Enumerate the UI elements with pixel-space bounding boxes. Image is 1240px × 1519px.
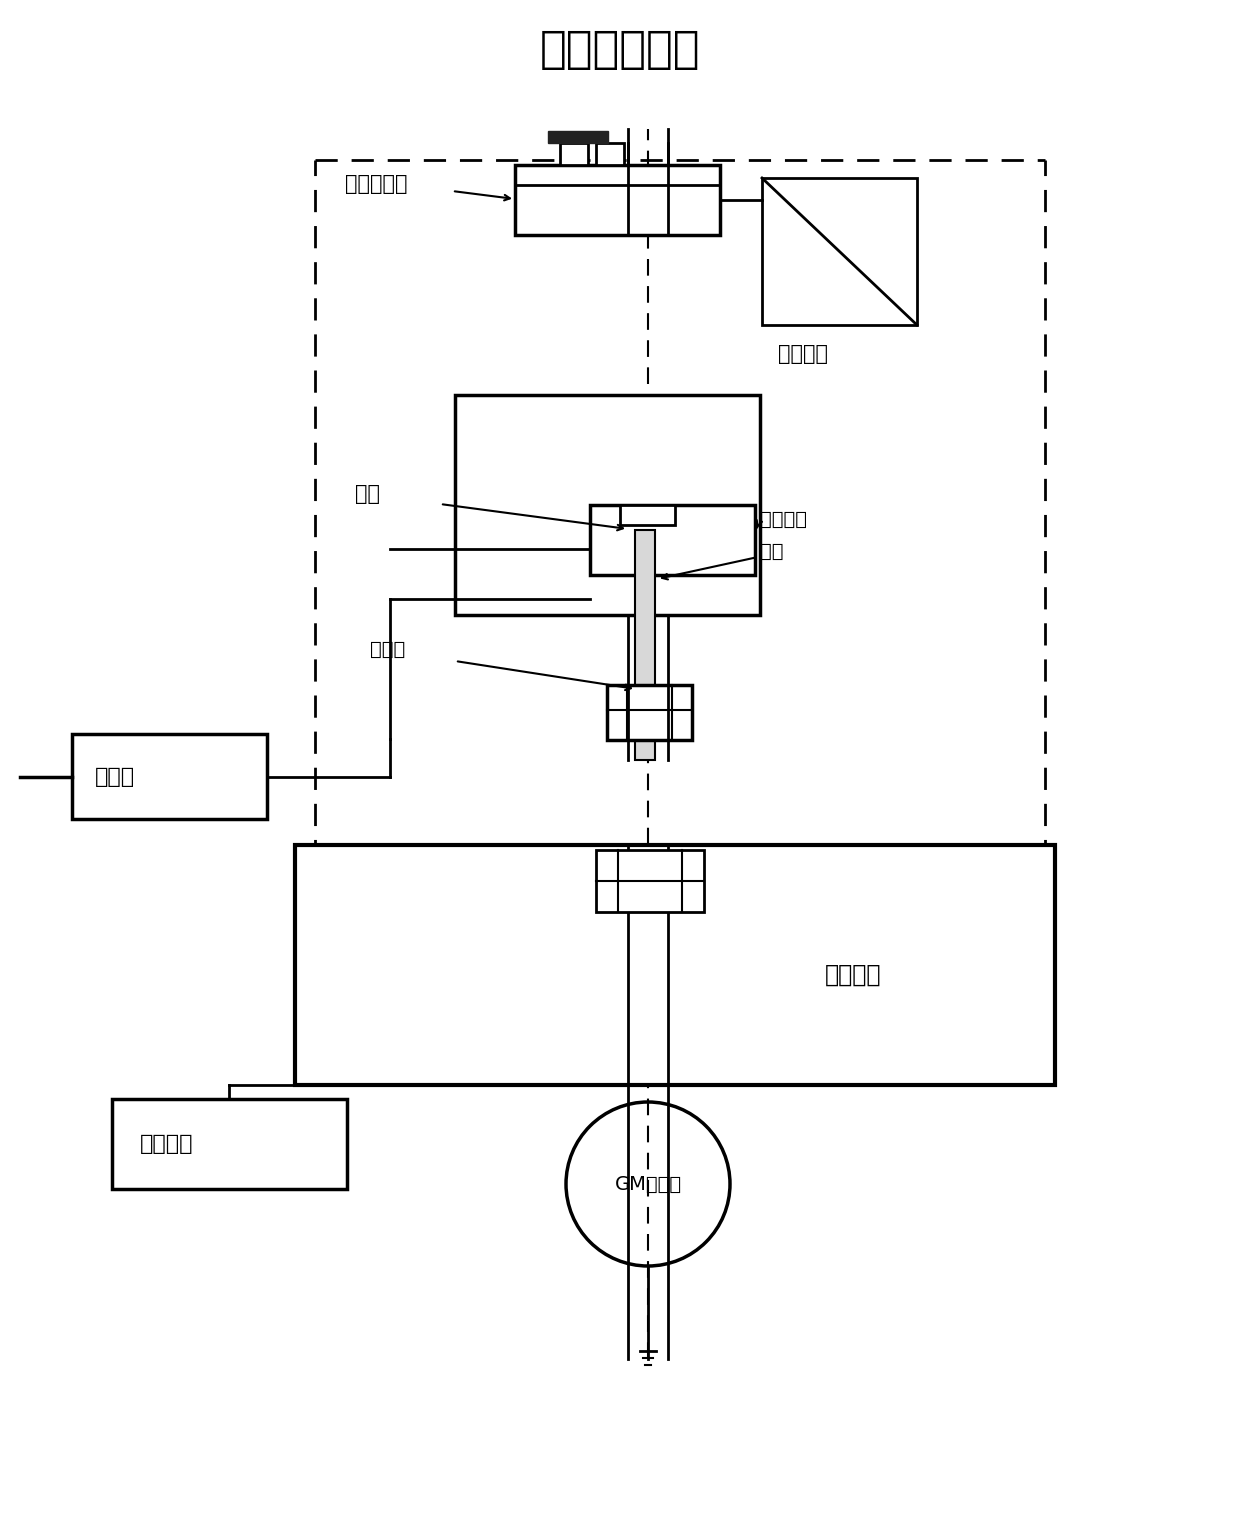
Bar [763, 178, 918, 325]
Bar [596, 143, 624, 166]
Text: 应变仪: 应变仪 [95, 767, 135, 787]
Text: 夹具装置: 夹具装置 [760, 509, 807, 529]
Bar [620, 504, 675, 526]
Bar [295, 845, 1055, 1085]
Text: 应变片: 应变片 [370, 639, 405, 659]
Bar [590, 504, 755, 576]
Bar [596, 851, 704, 911]
Text: 伺服电机: 伺服电机 [777, 343, 828, 365]
Text: 带材: 带材 [760, 541, 784, 561]
Bar [560, 143, 588, 166]
Text: 加载试验机: 加载试验机 [345, 175, 408, 194]
Text: 丝杆: 丝杆 [355, 485, 379, 504]
Bar [548, 131, 608, 143]
Bar [72, 734, 267, 819]
Bar [455, 395, 760, 615]
Text: GM制冷机: GM制冷机 [615, 1174, 682, 1194]
Bar [112, 1100, 347, 1189]
Text: 真空杜瓦: 真空杜瓦 [825, 963, 882, 987]
Bar [515, 166, 720, 235]
Text: 抽气机组: 抽气机组 [140, 1135, 193, 1154]
Text: 加载系统模块: 加载系统模块 [539, 27, 701, 70]
Bar [608, 685, 692, 740]
Bar [635, 530, 655, 760]
